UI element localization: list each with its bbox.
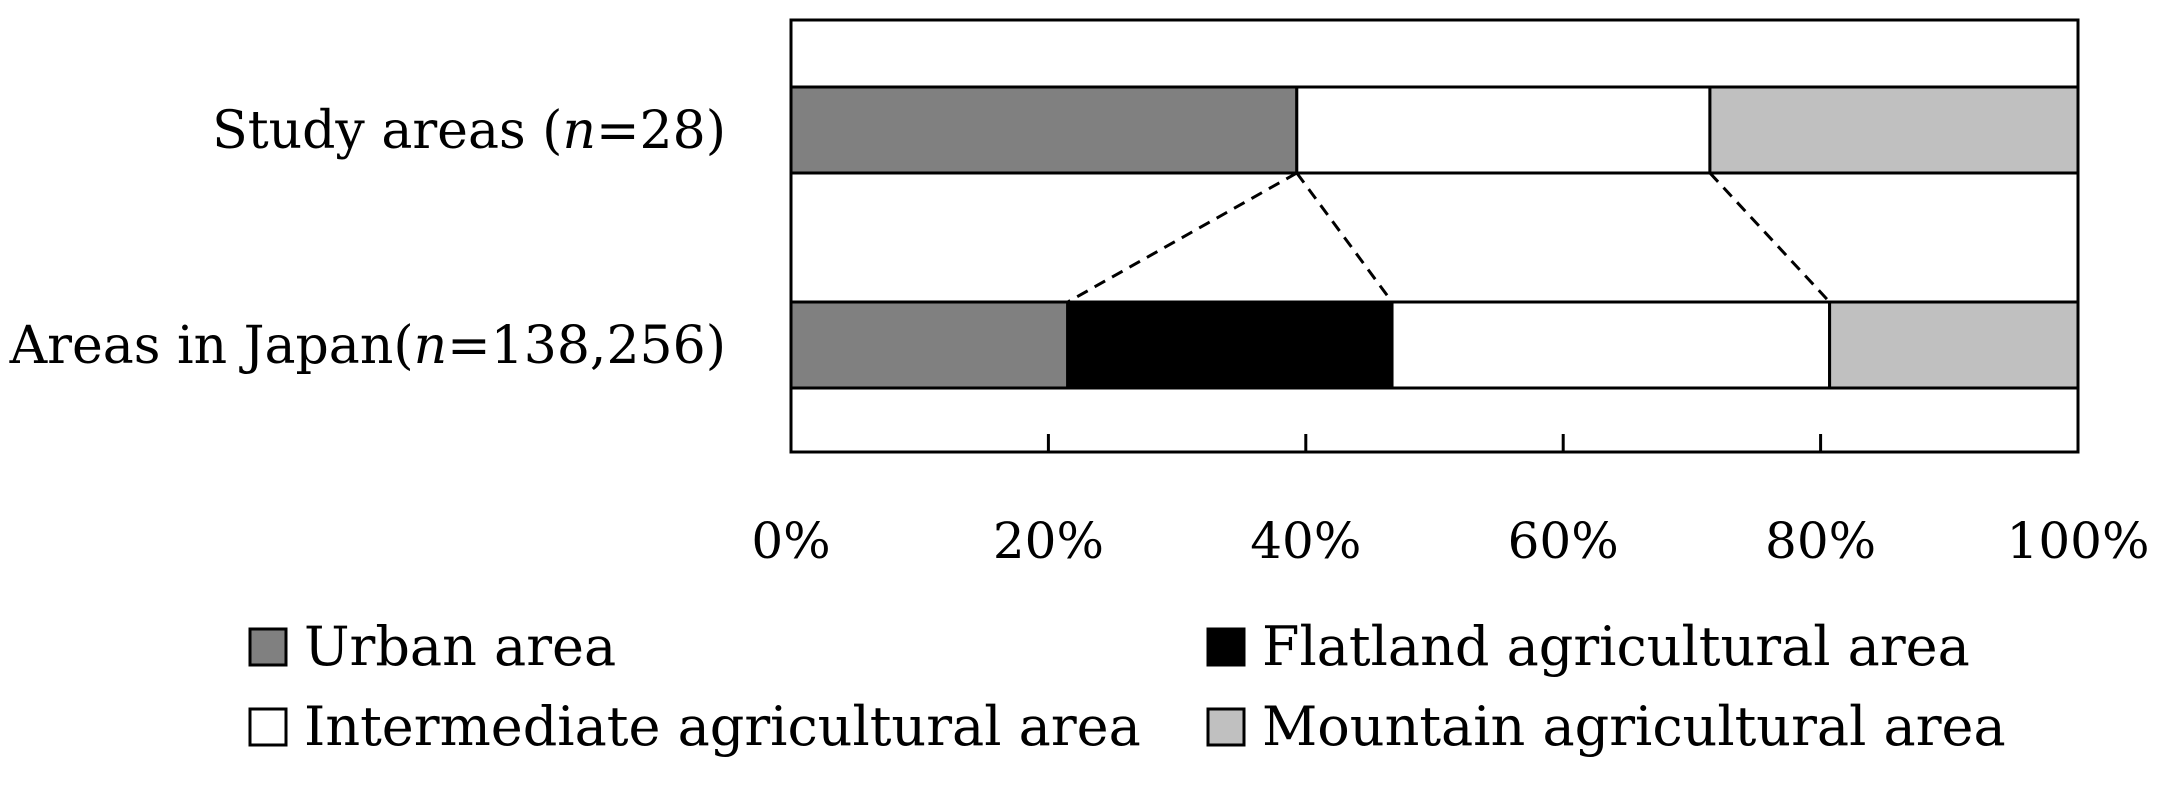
bar-segment-intermediate-agricultural-area-1 <box>1295 85 1712 175</box>
legend-label-flatland-agricultural-area: Flatland agricultural area <box>1262 615 1970 678</box>
x-tick-label: 40% <box>1250 512 1361 570</box>
legend-swatch-mountain-agricultural-area <box>1206 707 1246 747</box>
bar-segment-intermediate-agricultural-area-2 <box>1390 300 1832 390</box>
bar-segment-mountain-agricultural-area-2 <box>1828 300 2080 390</box>
category-label: Areas in Japan(n=138,256) <box>9 316 726 376</box>
connector-line-2 <box>1295 172 1394 303</box>
bar-segment-urban-area-2 <box>789 300 1070 390</box>
legend-swatch-intermediate-agricultural-area <box>248 707 288 747</box>
legend-swatch-flatland-agricultural-area <box>1206 627 1246 667</box>
connector-line-1 <box>1066 171 1298 304</box>
legend-swatch-urban-area <box>248 627 288 667</box>
bar-segment-urban-area-1 <box>789 85 1299 175</box>
category-label: Study areas (n=28) <box>212 101 726 161</box>
x-tick-label: 80% <box>1765 512 1876 570</box>
bar-segment-mountain-agricultural-area-1 <box>1708 85 2080 175</box>
x-tick-label: 60% <box>1508 512 1619 570</box>
legend-label-mountain-agricultural-area: Mountain agricultural area <box>1262 695 2006 758</box>
x-tick-label: 100% <box>2007 512 2150 570</box>
x-tick-label: 0% <box>751 512 830 570</box>
legend-label-intermediate-agricultural-area: Intermediate agricultural area <box>304 695 1141 758</box>
x-tick-label: 20% <box>993 512 1104 570</box>
bar-segment-flatland-agricultural-area-2 <box>1066 300 1394 390</box>
plot-frame <box>789 18 2080 454</box>
legend-label-urban-area: Urban area <box>304 615 616 678</box>
connector-line-3 <box>1708 171 1831 304</box>
